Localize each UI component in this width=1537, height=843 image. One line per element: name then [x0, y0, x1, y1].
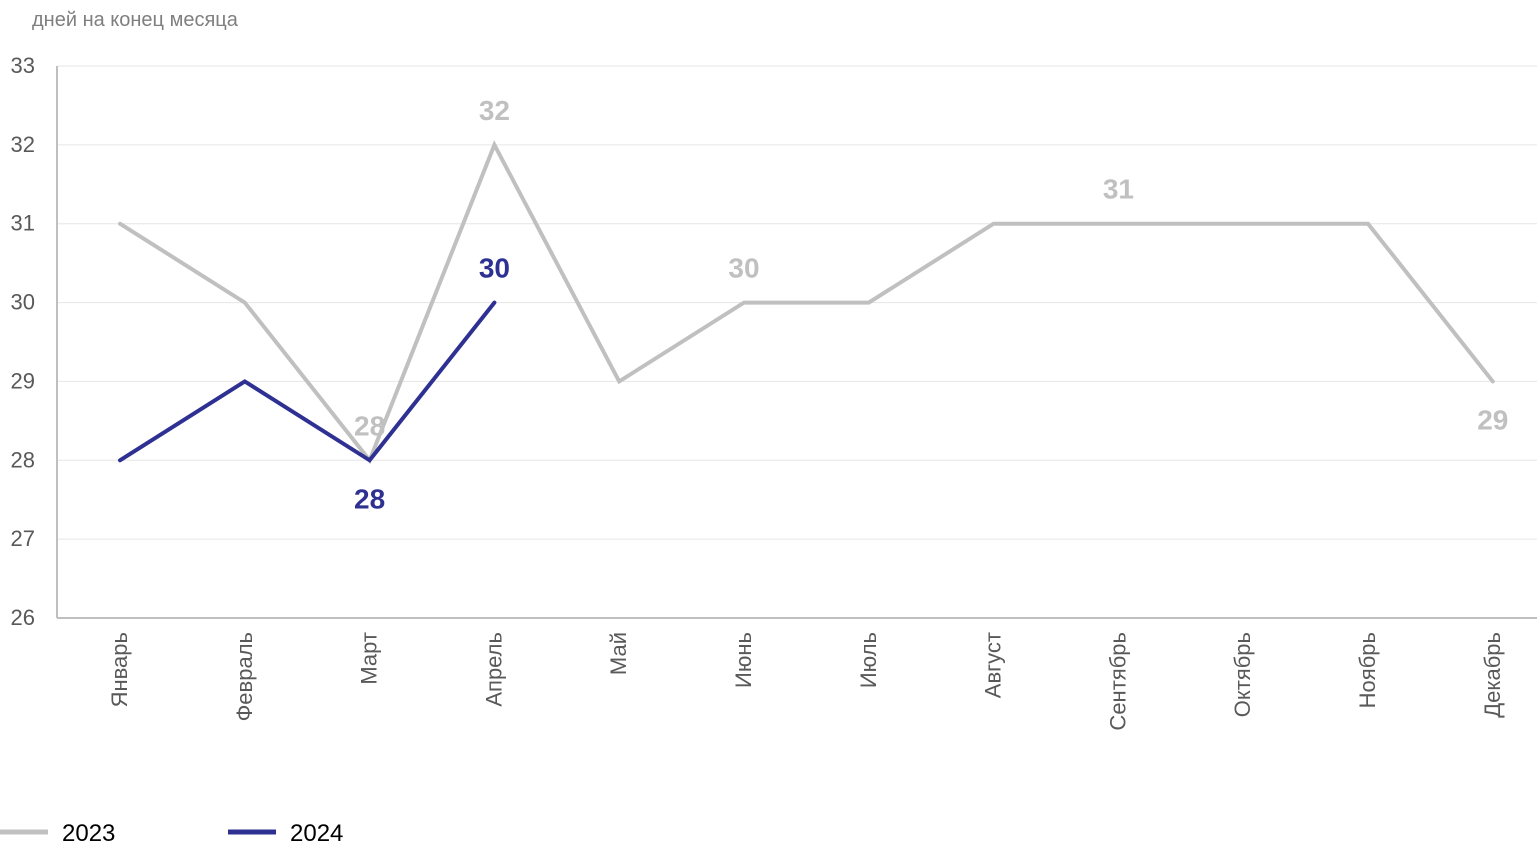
series-lines — [118, 140, 1495, 465]
legend-label: 2023 — [62, 820, 115, 843]
x-tick-label: Сентябрь — [1105, 632, 1130, 731]
data-label: 29 — [1477, 404, 1508, 435]
legend: 2023 2024 — [0, 820, 343, 843]
data-label: 28 — [354, 483, 385, 514]
x-tick-label: Июнь — [731, 632, 756, 688]
data-label: 31 — [1103, 174, 1134, 205]
x-tick-label: Август — [981, 632, 1006, 698]
series-line-2024 — [118, 300, 497, 463]
x-tick-label: Март — [357, 632, 382, 685]
y-tick-label: 28 — [11, 447, 35, 472]
x-tick-label: Февраль — [232, 632, 257, 721]
x-tick-label: Июль — [856, 632, 881, 688]
y-tick-label: 27 — [11, 526, 35, 551]
x-tick-label: Январь — [107, 632, 132, 707]
grid-lines — [57, 65, 1537, 540]
y-tick-label: 31 — [11, 211, 35, 236]
x-tick-label: Май — [606, 632, 631, 675]
data-label: 30 — [479, 253, 510, 284]
x-tick-label: Апрель — [481, 632, 506, 707]
axes — [56, 66, 1537, 619]
x-tick-label: Декабрь — [1480, 632, 1505, 718]
y-axis-label: дней на конец месяца — [32, 9, 239, 31]
y-tick-label: 30 — [11, 290, 35, 315]
y-tick-label: 26 — [11, 605, 35, 630]
x-axis-ticks: Январь Февраль Март Апрель Май Июнь Июль Август… — [107, 632, 1505, 731]
x-tick-label: Октябрь — [1230, 632, 1255, 717]
data-label: 30 — [728, 253, 759, 284]
data-label: 32 — [479, 95, 510, 126]
data-label: 28 — [354, 410, 385, 441]
x-tick-label: Ноябрь — [1355, 632, 1380, 708]
legend-label: 2024 — [290, 820, 343, 843]
y-axis-ticks: 26 27 28 29 30 31 32 33 — [11, 53, 35, 630]
y-tick-label: 32 — [11, 132, 35, 157]
data-labels: 28 32 30 31 29 28 30 — [354, 95, 1508, 514]
y-tick-label: 33 — [11, 53, 35, 78]
series-line-2023 — [118, 140, 1495, 465]
y-tick-label: 29 — [11, 368, 35, 393]
